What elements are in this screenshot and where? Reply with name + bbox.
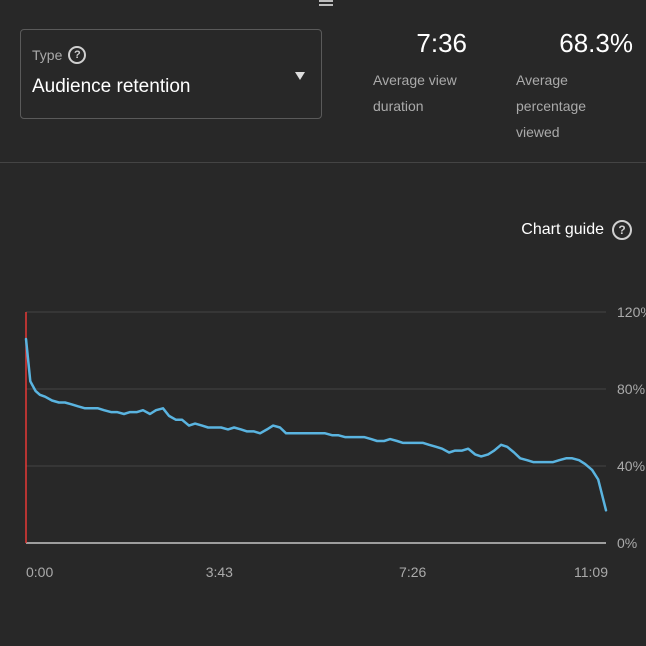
y-tick-label: 120% — [617, 304, 646, 320]
x-tick-label: 11:09 — [574, 564, 608, 580]
type-help-icon[interactable]: ? — [68, 46, 87, 64]
type-dropdown[interactable]: Type ? Audience retention — [20, 29, 322, 119]
chart-guide-help-icon: ? — [612, 220, 632, 240]
average-percentage-viewed-value: 68.3% — [559, 28, 633, 58]
average-percentage-viewed-label: Average percentage viewed — [516, 72, 587, 140]
chart-guide-label: Chart guide — [521, 221, 604, 238]
type-label-row: Type ? — [32, 46, 87, 64]
average-view-duration-value: 7:36 — [416, 28, 467, 58]
average-view-duration-metric: 7:36 Average view duration — [373, 28, 473, 119]
section-divider — [0, 162, 646, 163]
retention-line — [24, 337, 608, 512]
y-tick-label: 80% — [617, 381, 645, 397]
x-tick-label: 3:43 — [206, 564, 233, 580]
chart-guide-button[interactable]: Chart guide ? — [521, 220, 632, 240]
triangle-down-icon — [295, 72, 305, 80]
average-view-duration-label: Average view duration — [373, 72, 457, 114]
average-percentage-viewed-metric: 68.3% Average percentage viewed — [516, 28, 633, 145]
x-tick-label: 0:00 — [26, 564, 53, 580]
type-label: Type — [32, 47, 63, 63]
drag-handle-icon[interactable] — [319, 0, 333, 12]
type-value: Audience retention — [32, 76, 191, 97]
y-tick-label: 40% — [617, 458, 645, 474]
x-tick-label: 7:26 — [399, 564, 426, 580]
y-tick-label: 0% — [617, 535, 637, 551]
